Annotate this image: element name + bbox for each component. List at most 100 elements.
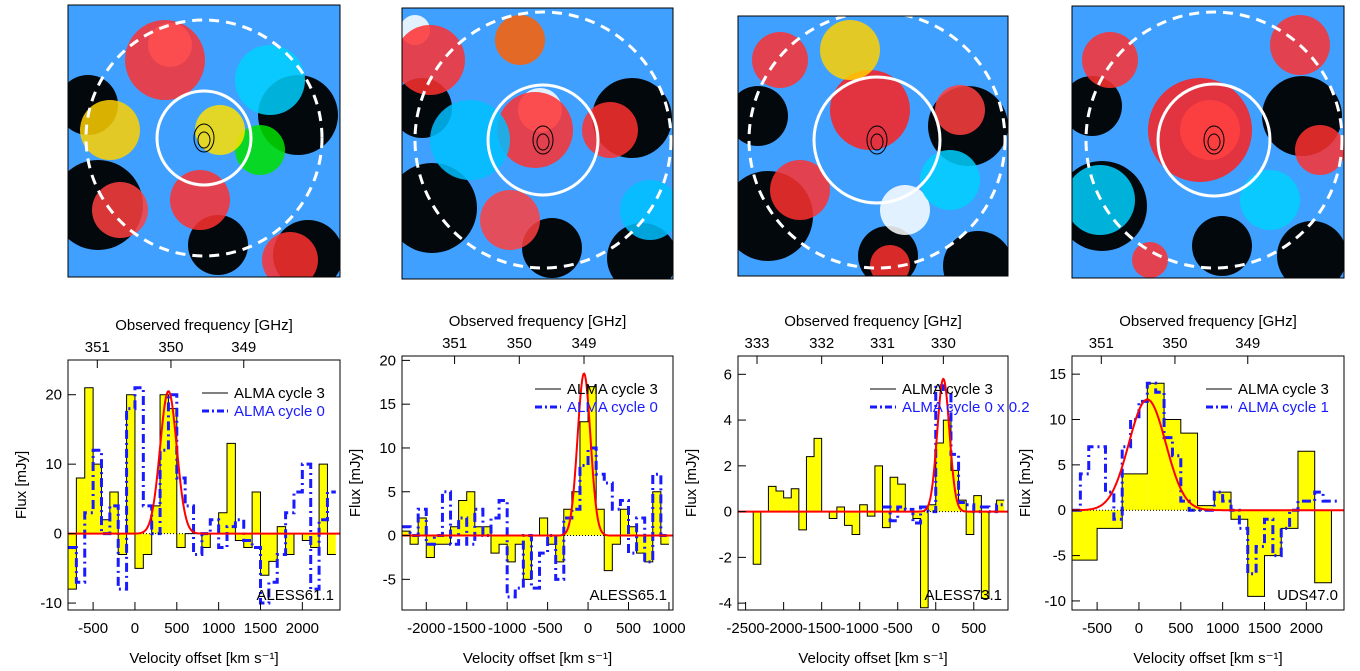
- histogram-bar: [776, 491, 784, 512]
- top-tick-label: 333: [744, 335, 769, 352]
- map-frame: [67, 4, 341, 278]
- legend-cycle3-label: ALMA cycle 3: [902, 381, 993, 398]
- map-blob: [935, 85, 985, 135]
- map-blob: [80, 100, 140, 160]
- plot-area: [68, 386, 340, 605]
- histogram-bar: [912, 511, 921, 519]
- histogram-bar: [458, 500, 467, 536]
- x-tick-label: 1000: [202, 620, 235, 637]
- histogram-bar: [176, 533, 186, 548]
- histogram-bar: [76, 478, 85, 534]
- map-blob: [880, 185, 930, 235]
- contour: [1203, 125, 1225, 155]
- source-label: ALESS65.1: [589, 587, 667, 604]
- comparison-spectrum-line: [68, 386, 336, 605]
- y-tick-label: 2: [724, 458, 732, 475]
- histogram-bar: [201, 533, 211, 548]
- histogram-bar: [134, 533, 144, 569]
- histogram-bar: [118, 533, 127, 555]
- aperture-circle: [155, 89, 253, 187]
- top-axis-label: Observed frequency [GHz]: [1119, 313, 1297, 330]
- legend-comparison-label: ALMA cycle 0: [234, 403, 325, 420]
- map-panel: [737, 15, 1009, 277]
- y-tick-label: 0: [1058, 502, 1066, 519]
- y-tick-label: -5: [1053, 548, 1066, 565]
- x-tick-label: 500: [1168, 620, 1193, 637]
- histogram-bar: [410, 535, 419, 545]
- histogram-bar: [402, 531, 411, 536]
- histogram-bar: [235, 533, 244, 541]
- gaussian-fit-line: [402, 372, 673, 537]
- x-tick-label: 2000: [286, 620, 319, 637]
- map-image: [402, 8, 673, 279]
- x-tick-label: 0: [1135, 620, 1143, 637]
- map-blob: [820, 20, 880, 80]
- map-blob: [1240, 170, 1300, 230]
- histogram-bar: [418, 518, 427, 536]
- map-blob: [235, 125, 285, 175]
- aperture-circle: [486, 83, 600, 197]
- y-axis-label: Flux [mJy]: [13, 451, 30, 519]
- histogram-bar: [109, 491, 119, 534]
- x-tick-label: 0: [584, 620, 592, 637]
- histogram-bar: [1231, 510, 1248, 520]
- map-blob: [92, 182, 148, 238]
- histogram-bar: [644, 535, 653, 562]
- histogram-bar: [474, 526, 483, 536]
- histogram-bar: [260, 533, 269, 576]
- x-tick-label: -2500: [726, 620, 764, 637]
- y-tick-label: 0: [724, 504, 732, 521]
- x-tick-label: 1000: [1206, 620, 1239, 637]
- contour: [532, 125, 554, 155]
- top-tick-label: 350: [507, 335, 532, 352]
- histogram-bar: [981, 511, 989, 599]
- source-label: ALESS61.1: [256, 587, 334, 604]
- top-axis-label: Observed frequency [GHz]: [449, 313, 627, 330]
- top-axis-label: Observed frequency [GHz]: [115, 317, 293, 334]
- histogram-bar: [547, 535, 556, 545]
- histogram-bar: [928, 504, 936, 512]
- legend-comparison-label: ALMA cycle 0: [567, 399, 658, 416]
- histogram-bar: [285, 533, 294, 555]
- y-axis-label: Flux [mJy]: [347, 449, 364, 517]
- histogram-bar: [268, 533, 278, 562]
- top-tick-label: 349: [231, 339, 256, 356]
- x-tick-label: 0: [932, 620, 940, 637]
- histogram-bar: [882, 511, 891, 528]
- legend-cycle3-label: ALMA cycle 3: [234, 385, 325, 402]
- y-tick-label: -2: [719, 549, 732, 566]
- comparison-spectrum-line: [402, 446, 669, 599]
- map-void: [402, 163, 477, 253]
- map-void: [943, 231, 1008, 276]
- y-tick-label: 5: [388, 484, 396, 501]
- top-axis-label: Observed frequency [GHz]: [784, 313, 962, 330]
- contour: [870, 133, 884, 151]
- map-frame: [737, 15, 1009, 277]
- x-tick-label: -2000: [764, 620, 802, 637]
- histogram-bar: [571, 491, 580, 536]
- plot-frame: [401, 355, 674, 611]
- histogram-bar: [660, 535, 669, 545]
- histogram-bar: [466, 491, 475, 536]
- histogram-bar: [1197, 505, 1215, 511]
- histogram-bar: [1297, 451, 1315, 511]
- histogram-bar: [890, 477, 898, 512]
- x-tick-label: -1000: [488, 620, 526, 637]
- histogram-bar: [973, 495, 982, 512]
- histogram-bar: [151, 505, 161, 534]
- contour: [866, 125, 888, 155]
- map-blob: [402, 25, 465, 95]
- x-tick-label: -500: [78, 620, 108, 637]
- histogram-bar: [966, 511, 974, 535]
- histogram-bar: [791, 488, 799, 512]
- histogram-bar: [426, 535, 435, 558]
- histogram-bar: [1147, 383, 1165, 511]
- histogram-bar: [1180, 433, 1198, 511]
- source-label: UDS47.0: [1277, 587, 1338, 604]
- gaussian-fit-line: [738, 377, 1008, 513]
- map-blob: [920, 150, 980, 210]
- histogram-bar: [935, 442, 944, 512]
- top-tick-label: 330: [931, 335, 956, 352]
- map-panel: [1071, 5, 1345, 279]
- histogram-bar: [798, 511, 807, 530]
